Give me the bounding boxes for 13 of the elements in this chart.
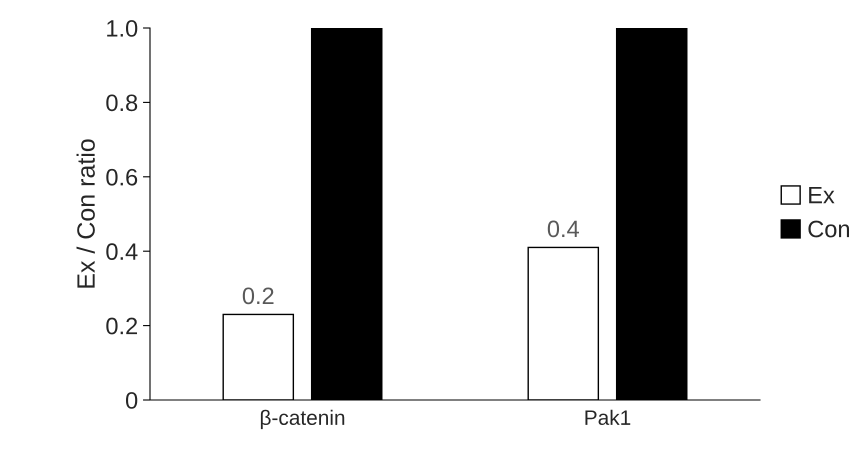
y-tick-label: 0.6 xyxy=(106,168,138,186)
legend-label: Con xyxy=(808,220,850,238)
y-tick-label: 0.8 xyxy=(106,94,138,112)
legend-label: Ex xyxy=(809,186,835,204)
data-label: 0.2 xyxy=(242,288,274,304)
y-tick-label: 0.4 xyxy=(106,243,138,260)
y-tick-label: 1.0 xyxy=(107,20,138,37)
y-axis-title: Ex / Con ratio xyxy=(76,139,95,288)
y-tick-label: 0.2 xyxy=(106,318,138,334)
x-tick-label: β-catenin xyxy=(260,410,344,430)
data-label: 0.4 xyxy=(548,220,579,238)
y-tick-label: 0 xyxy=(126,392,138,409)
x-tick-label: Pak1 xyxy=(585,410,630,426)
